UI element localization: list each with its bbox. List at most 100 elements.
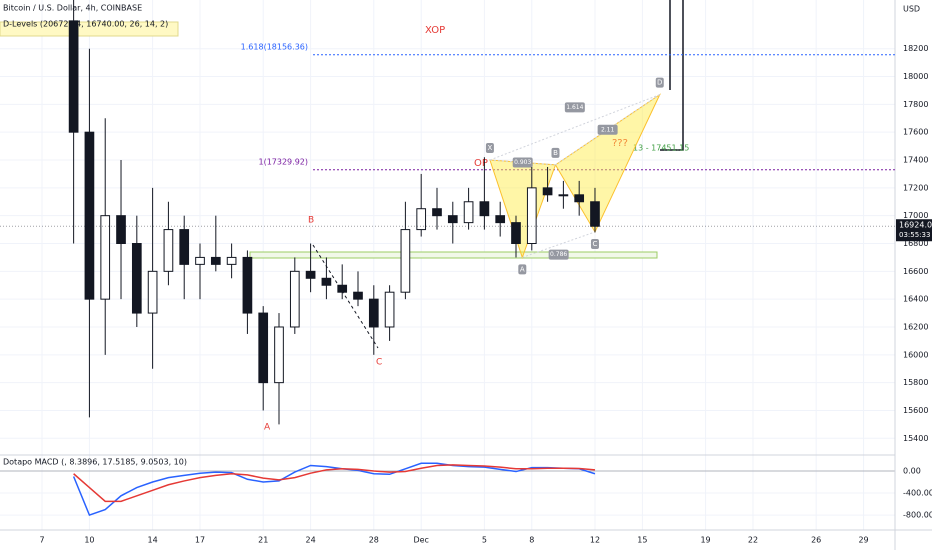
- candle-body: [511, 222, 521, 245]
- ratio-label: 0.786: [550, 251, 567, 258]
- pattern-label: X: [488, 144, 493, 152]
- level-label: 1(17329.92): [258, 157, 308, 166]
- pattern-point: [590, 238, 599, 249]
- candle-body: [242, 256, 253, 314]
- candle-body: [147, 270, 158, 314]
- x-tick-label: 21: [258, 536, 268, 545]
- ratio-box: [597, 124, 618, 135]
- y-tick-label: -800.00: [903, 511, 932, 520]
- x-tick-label: 8: [529, 536, 534, 545]
- pattern-ratio-line: [555, 94, 661, 166]
- x-tick-label: 28: [369, 536, 379, 545]
- candle-body: [226, 256, 237, 265]
- candle-body: [305, 270, 316, 279]
- pattern-label: B: [553, 149, 558, 157]
- ratio-box: [512, 157, 533, 168]
- candle-body: [447, 215, 458, 224]
- level-label: 1.618(18156.36): [241, 42, 308, 51]
- candle-body: [163, 229, 174, 272]
- annotation: C: [376, 358, 382, 368]
- x-tick-label: 7: [39, 536, 44, 545]
- candle-body: [463, 201, 474, 224]
- pattern-point: [655, 77, 664, 88]
- ratio-box: [564, 102, 585, 113]
- y-tick-label: 15400: [903, 434, 928, 443]
- candle-body: [574, 194, 585, 203]
- annotation: ???: [612, 138, 628, 149]
- candle-body: [84, 131, 95, 300]
- candle-body: [68, 20, 79, 133]
- y-tick-label: 0.00: [903, 466, 921, 475]
- candle-body: [479, 201, 490, 217]
- candle-body: [289, 270, 300, 328]
- y-tick-label: 18200: [903, 44, 928, 53]
- wave-line: [312, 244, 379, 349]
- chart-subtitle: D-Levels (20672.44, 16740.00, 26, 14, 2): [3, 20, 168, 29]
- annotation: B: [308, 216, 314, 226]
- pattern-point: [485, 143, 494, 154]
- y-tick-label: 18000: [903, 72, 928, 81]
- pattern-label: D: [657, 79, 662, 87]
- candle-body: [337, 284, 348, 293]
- ratio-box: [548, 249, 569, 260]
- y-tick-label: 17800: [903, 100, 928, 109]
- candle-body: [116, 215, 126, 245]
- y-tick-label: 16600: [903, 267, 928, 276]
- countdown: 03:55:33: [899, 231, 930, 239]
- candle-body: [400, 229, 411, 293]
- y-tick-label: -400.00: [903, 489, 932, 498]
- candle-body: [100, 215, 111, 300]
- x-tick-label: 26: [811, 536, 821, 545]
- candle-body: [526, 187, 537, 245]
- candle-body: [542, 187, 553, 196]
- y-tick-label: 16200: [903, 322, 928, 331]
- candle-body: [131, 243, 142, 314]
- last-price: 16924.06: [899, 221, 932, 230]
- y-tick-label: 15600: [903, 406, 928, 415]
- x-tick-label: 12: [590, 536, 600, 545]
- y-tick-label: 17000: [903, 211, 928, 220]
- candle-body: [274, 326, 284, 384]
- x-tick-label: 5: [482, 536, 487, 545]
- grid: [0, 0, 895, 530]
- pattern-ratio-line: [522, 231, 596, 258]
- x-tick-label: 24: [306, 536, 316, 545]
- x-tick-label: Dec: [413, 536, 428, 545]
- ratio-label: 2.11: [601, 126, 615, 133]
- x-tick-label: 10: [84, 536, 94, 545]
- candle-body: [590, 201, 600, 227]
- candle-body: [258, 312, 269, 384]
- candle-body: [416, 208, 427, 231]
- candle-body: [210, 256, 221, 265]
- last-price-box: [896, 219, 932, 242]
- candle-body: [179, 229, 190, 265]
- candle-body: [558, 194, 569, 197]
- candle-body: [353, 291, 363, 300]
- pattern-label: C: [593, 240, 598, 248]
- x-tick-label: 14: [148, 536, 158, 545]
- zone: [249, 251, 658, 259]
- candle-body: [321, 277, 332, 286]
- annotation: OP: [474, 158, 488, 169]
- pattern-label: A: [520, 265, 525, 273]
- x-tick-label: 29: [858, 536, 868, 545]
- x-tick-label: 15: [637, 536, 647, 545]
- ratio-label: 0.903: [514, 159, 531, 166]
- candle-body: [368, 298, 379, 328]
- y-tick-label: 16800: [903, 239, 928, 248]
- ratio-label: 1.614: [566, 104, 583, 111]
- indicator-line: [73, 464, 596, 503]
- annotation: A: [264, 423, 271, 433]
- projection-line: [660, 0, 684, 151]
- x-tick-label: 17: [195, 536, 205, 545]
- x-tick-label: 19: [700, 536, 710, 545]
- candle-body: [384, 291, 395, 328]
- annotation: XOP: [425, 25, 445, 36]
- currency: USD: [903, 5, 920, 14]
- chart-title: Bitcoin / U.S. Dollar, 4h, COINBASE: [3, 4, 142, 13]
- y-tick-label: 16000: [903, 350, 928, 359]
- pattern-point: [551, 147, 560, 158]
- pattern-point: [518, 264, 527, 275]
- y-tick-label: 15800: [903, 378, 928, 387]
